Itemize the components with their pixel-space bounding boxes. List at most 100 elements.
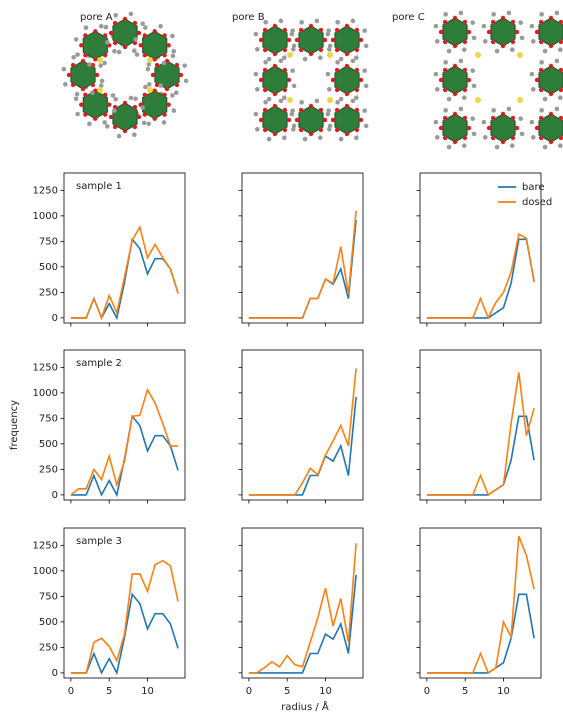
oxygen-atom <box>123 101 127 105</box>
oxygen-atom <box>501 140 505 144</box>
framework-cluster <box>482 11 525 54</box>
carbon-atom <box>531 135 536 140</box>
y-tick-label: 250 <box>39 287 58 298</box>
carbon-atom <box>530 120 535 125</box>
y-tick-label: 0 <box>52 668 58 679</box>
carbon-atom <box>447 49 452 54</box>
oxygen-atom <box>443 116 447 120</box>
framework-cluster <box>326 99 369 142</box>
oxygen-atom <box>123 17 127 21</box>
carbon-atom <box>90 90 95 95</box>
oxygen-atom <box>549 140 553 144</box>
carbon-atom <box>84 25 89 30</box>
carbon-atom <box>63 82 68 87</box>
x-tick-label: 10 <box>497 686 510 697</box>
carbon-atom <box>303 57 308 62</box>
carbon-atom <box>111 93 116 98</box>
oxygen-atom <box>123 45 127 49</box>
oxygen-atom <box>439 30 443 34</box>
oxygen-atom <box>467 78 471 82</box>
carbon-atom <box>354 95 359 100</box>
oxygen-atom <box>559 20 563 24</box>
oxygen-atom <box>331 118 335 122</box>
y-tick-label: 1250 <box>33 185 58 196</box>
framework-cluster <box>290 99 333 142</box>
carbon-atom <box>327 87 332 92</box>
oxygen-atom <box>93 29 97 33</box>
carbon-atom <box>279 59 284 64</box>
oxygen-atom <box>355 108 359 112</box>
carbon-atom <box>558 95 563 100</box>
carbon-atom <box>102 61 107 66</box>
carbon-atom <box>158 24 163 29</box>
carbon-atom <box>555 11 560 16</box>
oxygen-atom <box>283 28 287 32</box>
carbon-atom <box>326 112 331 117</box>
carbon-atom <box>443 108 448 113</box>
oxygen-atom <box>103 112 107 116</box>
oxygen-atom <box>539 68 543 72</box>
carbon-atom <box>254 112 259 117</box>
panel-title: sample 1 <box>76 181 122 192</box>
carbon-atom <box>75 112 80 117</box>
carbon-atom <box>326 72 331 77</box>
oxygen-atom <box>345 52 349 56</box>
carbon-atom <box>351 99 356 104</box>
carbon-atom <box>483 135 488 140</box>
carbon-atom <box>174 90 179 95</box>
x-tick-label: 10 <box>319 686 332 697</box>
carbon-atom <box>303 137 308 142</box>
oxygen-atom <box>491 20 495 24</box>
x-tick-label: 0 <box>424 686 430 697</box>
carbon-atom <box>339 97 344 102</box>
oxygen-atom <box>283 128 287 132</box>
oxygen-atom <box>166 43 170 47</box>
axes-frame <box>242 528 363 678</box>
oxygen-atom <box>103 33 107 37</box>
carbon-atom <box>147 82 152 87</box>
x-tick-label: 5 <box>106 686 112 697</box>
oxygen-atom <box>549 112 553 116</box>
oxygen-atom <box>79 102 83 106</box>
carbon-atom <box>99 24 104 29</box>
oxygen-atom <box>491 40 495 44</box>
oxygen-atom <box>359 118 363 122</box>
carbon-atom <box>129 96 134 101</box>
oxygen-atom <box>152 88 156 92</box>
plot-area <box>427 536 534 673</box>
carbon-atom <box>290 68 295 73</box>
carbon-atom <box>102 120 107 125</box>
oxygen-atom <box>467 30 471 34</box>
framework-cluster <box>530 107 563 150</box>
carbon-atom <box>354 135 359 140</box>
carbon-atom <box>290 32 295 37</box>
framework-cluster <box>133 24 176 67</box>
carbon-atom <box>75 92 80 97</box>
data-line <box>427 239 534 318</box>
oxygen-atom <box>535 126 539 130</box>
oxygen-atom <box>463 20 467 24</box>
oxygen-atom <box>539 88 543 92</box>
carbon-atom <box>447 145 452 150</box>
axes-frame <box>242 350 363 500</box>
oxygen-atom <box>559 116 563 120</box>
carbon-atom <box>462 95 467 100</box>
oxygen-atom <box>273 52 277 56</box>
oxygen-atom <box>491 136 495 140</box>
carbon-atom <box>282 55 287 60</box>
oxygen-atom <box>263 68 267 72</box>
oxygen-atom <box>463 68 467 72</box>
oxygen-atom <box>93 116 97 120</box>
pore-label: pore A <box>80 12 113 23</box>
carbon-atom <box>335 60 340 65</box>
carbon-atom <box>483 39 488 44</box>
oxygen-atom <box>151 73 155 77</box>
carbon-atom <box>434 120 439 125</box>
oxygen-atom <box>319 48 323 52</box>
carbon-atom <box>470 20 475 25</box>
carbon-atom <box>182 63 187 68</box>
carbon-atom <box>434 72 439 77</box>
oxygen-atom <box>331 38 335 42</box>
oxygen-atom <box>309 24 313 28</box>
plot-area <box>71 227 178 318</box>
